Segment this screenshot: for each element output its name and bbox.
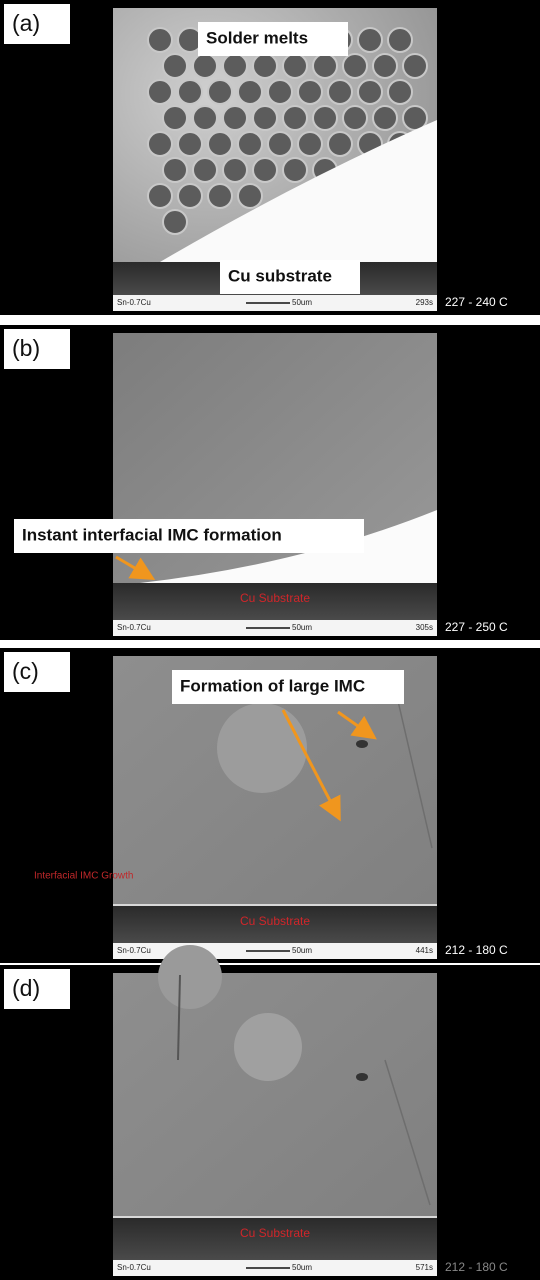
grain: [253, 158, 277, 182]
panel-label: (a): [12, 10, 40, 36]
grain: [298, 132, 322, 156]
grain: [148, 132, 172, 156]
time-label: 441s: [416, 946, 433, 955]
grain: [283, 54, 307, 78]
temperature-label: 212 - 180 C: [445, 1260, 508, 1274]
micrograph: [113, 333, 437, 620]
grain: [403, 54, 427, 78]
imc-particle: [217, 703, 307, 793]
grain: [388, 80, 412, 104]
grain: [373, 54, 397, 78]
grain: [373, 106, 397, 130]
annotation: Cu substrate: [228, 266, 332, 285]
grain: [253, 54, 277, 78]
annotation: Formation of large IMC: [180, 676, 365, 695]
grain: [313, 106, 337, 130]
imc-particle: [234, 1013, 302, 1081]
imc-particle: [158, 945, 222, 1009]
grain: [163, 106, 187, 130]
imc-dark: [356, 740, 368, 748]
grain: [178, 132, 202, 156]
scale-label: 50um: [292, 1263, 312, 1272]
grain: [163, 210, 187, 234]
grain: [193, 106, 217, 130]
temperature-label: 227 - 250 C: [445, 620, 508, 634]
grain: [223, 106, 247, 130]
grain: [343, 106, 367, 130]
grain: [313, 54, 337, 78]
grain: [358, 28, 382, 52]
temperature-label: 212 - 180 C: [445, 943, 508, 957]
annotation: Solder melts: [206, 28, 308, 47]
micrograph: [113, 945, 437, 1260]
grain: [268, 80, 292, 104]
grain: [193, 158, 217, 182]
panel-label: (b): [12, 335, 40, 361]
grain: [148, 28, 172, 52]
grain: [268, 132, 292, 156]
side-label: Interfacial IMC Growth: [34, 871, 133, 882]
grain: [298, 80, 322, 104]
grain: [163, 158, 187, 182]
temperature-label: 227 - 240 C: [445, 295, 508, 309]
panel: Sn-0.7Cu 50um 293s 227 - 240 C (a) Solder mel…: [0, 0, 540, 315]
panel: Sn-0.7Cu 50um 305s 227 - 250 C (b) Instant in…: [0, 325, 540, 640]
grain: [238, 80, 262, 104]
grain: [208, 184, 232, 208]
grain: [163, 54, 187, 78]
substrate-label: Cu Substrate: [240, 914, 310, 928]
grain: [283, 158, 307, 182]
alloy-label: Sn-0.7Cu: [117, 623, 151, 632]
grain: [148, 184, 172, 208]
panel: Sn-0.7Cu 50um 441s 212 - 180 C (c) Formation …: [0, 648, 540, 963]
figure: Sn-0.7Cu 50um 293s 227 - 240 C (a) Solder mel…: [0, 0, 540, 1280]
time-label: 293s: [416, 298, 433, 307]
grain: [388, 28, 412, 52]
grain: [283, 106, 307, 130]
grain: [208, 80, 232, 104]
grain: [328, 80, 352, 104]
panel-label: (d): [12, 975, 40, 1001]
panel: Sn-0.7Cu 50um 571s 212 - 180 C (d) Cu Substra…: [0, 945, 540, 1280]
grain: [343, 54, 367, 78]
imc-dark: [356, 1073, 368, 1081]
substrate-label: Cu Substrate: [240, 1226, 310, 1240]
grain: [148, 80, 172, 104]
substrate-label: Cu Substrate: [240, 591, 310, 605]
grain: [223, 158, 247, 182]
alloy-label: Sn-0.7Cu: [117, 298, 151, 307]
panel-label: (c): [12, 658, 39, 684]
grain: [238, 184, 262, 208]
time-label: 571s: [416, 1263, 433, 1272]
grain: [193, 54, 217, 78]
grain: [358, 80, 382, 104]
grain: [178, 80, 202, 104]
grain: [223, 54, 247, 78]
grain: [238, 132, 262, 156]
grain: [208, 132, 232, 156]
grain: [328, 132, 352, 156]
scale-label: 50um: [292, 298, 312, 307]
annotation: Instant interfacial IMC formation: [22, 525, 282, 544]
alloy-label: Sn-0.7Cu: [117, 946, 151, 955]
alloy-label: Sn-0.7Cu: [117, 1263, 151, 1272]
scale-label: 50um: [292, 623, 312, 632]
grain: [253, 106, 277, 130]
scale-label: 50um: [292, 946, 312, 955]
time-label: 305s: [416, 623, 433, 632]
grain: [178, 184, 202, 208]
